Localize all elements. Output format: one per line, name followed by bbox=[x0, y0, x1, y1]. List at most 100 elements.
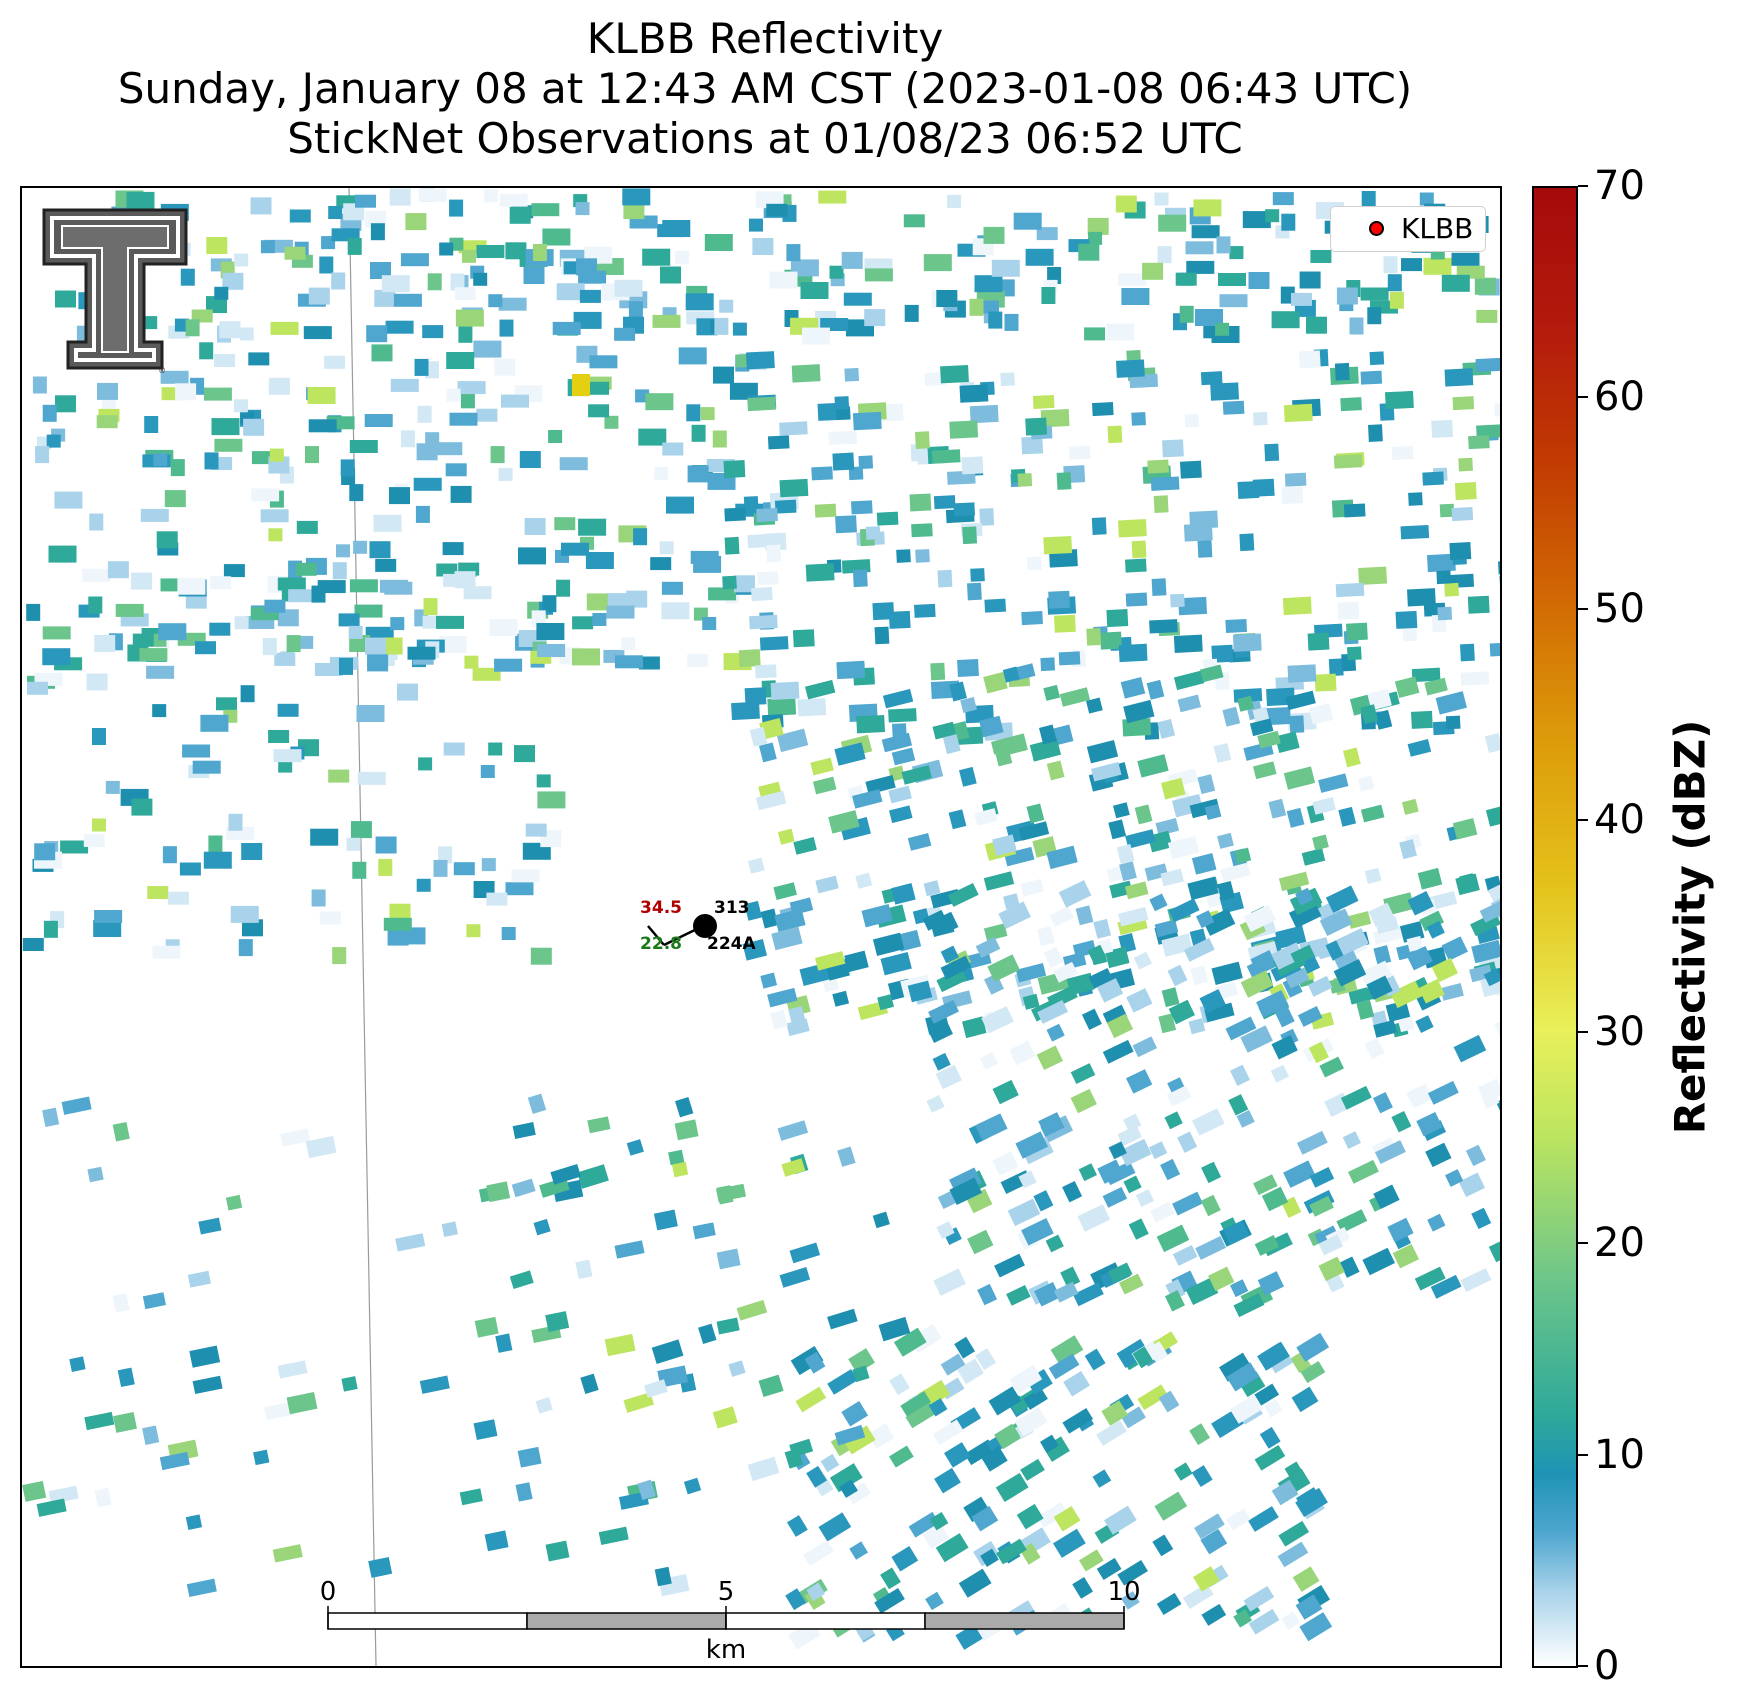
reflectivity-cell bbox=[1119, 1138, 1152, 1167]
reflectivity-cell bbox=[1172, 1245, 1198, 1266]
reflectivity-cell bbox=[209, 622, 231, 636]
reflectivity-cell bbox=[1156, 1592, 1182, 1615]
reflectivity-cell bbox=[1275, 925, 1307, 949]
reflectivity-cell bbox=[443, 742, 465, 756]
reflectivity-cell bbox=[1479, 898, 1500, 923]
reflectivity-cell bbox=[979, 715, 1004, 738]
reflectivity-cell bbox=[164, 490, 186, 508]
reflectivity-cell bbox=[1213, 743, 1232, 763]
reflectivity-cell bbox=[962, 526, 978, 545]
reflectivity-cell bbox=[842, 1425, 876, 1455]
reflectivity-cell bbox=[1236, 1110, 1255, 1128]
reflectivity-cell bbox=[153, 453, 168, 467]
reflectivity-cell bbox=[980, 1446, 1008, 1472]
reflectivity-cell bbox=[1451, 507, 1474, 522]
reflectivity-cell bbox=[1347, 1159, 1379, 1184]
reflectivity-cell bbox=[486, 892, 508, 906]
reflectivity-cell bbox=[1200, 664, 1224, 683]
reflectivity-cell bbox=[1395, 610, 1418, 629]
reflectivity-cell bbox=[651, 1339, 684, 1364]
reflectivity-cell bbox=[195, 641, 216, 655]
reflectivity-cell bbox=[1454, 482, 1477, 501]
reflectivity-cell bbox=[929, 1511, 949, 1531]
reflectivity-cell bbox=[42, 648, 71, 666]
reflectivity-cell bbox=[198, 1217, 222, 1235]
reflectivity-cell bbox=[1210, 382, 1240, 401]
reflectivity-cell bbox=[1240, 1025, 1273, 1053]
reflectivity-cell bbox=[1007, 1198, 1041, 1227]
sticknet-station[interactable]: 34.5 313 22.8 224A bbox=[640, 898, 756, 954]
reflectivity-cell bbox=[1056, 472, 1072, 490]
reflectivity-cell bbox=[1465, 1144, 1486, 1167]
reflectivity-cell bbox=[1106, 609, 1129, 628]
reflectivity-cell bbox=[1248, 272, 1270, 289]
reflectivity-cell bbox=[577, 1164, 609, 1189]
reflectivity-cell bbox=[160, 578, 182, 592]
reflectivity-cell bbox=[1368, 424, 1383, 442]
reflectivity-cell bbox=[84, 1411, 115, 1431]
reflectivity-cell bbox=[1277, 1541, 1309, 1568]
reflectivity-cell bbox=[1081, 1008, 1102, 1031]
reflectivity-cell bbox=[480, 765, 495, 778]
reflectivity-cell bbox=[174, 318, 189, 332]
reflectivity-cell bbox=[203, 387, 232, 401]
reflectivity-cell bbox=[1484, 733, 1500, 753]
reflectivity-cell bbox=[693, 555, 722, 573]
reflectivity-cell bbox=[777, 828, 795, 845]
reflectivity-cell bbox=[1271, 1035, 1298, 1060]
reflectivity-cell bbox=[1271, 1479, 1299, 1506]
reflectivity-cell bbox=[947, 470, 976, 485]
reflectivity-cell bbox=[1287, 664, 1317, 683]
reflectivity-cell bbox=[1328, 658, 1344, 677]
reflectivity-cell bbox=[273, 749, 302, 763]
reflectivity-cell bbox=[749, 614, 778, 630]
reflectivity-cell bbox=[464, 655, 479, 669]
reflectivity-cell bbox=[1200, 371, 1223, 386]
reflectivity-cell bbox=[714, 317, 729, 335]
reflectivity-cell bbox=[922, 909, 948, 931]
radar-map[interactable]: 0 5 10 km 34.5 313 22.8 224A ® KLBB bbox=[20, 186, 1502, 1668]
reflectivity-cell bbox=[1368, 902, 1395, 928]
reflectivity-cell bbox=[936, 1221, 955, 1240]
reflectivity-cell bbox=[1173, 670, 1205, 691]
reflectivity-cell bbox=[1015, 962, 1047, 983]
reflectivity-cell bbox=[575, 202, 590, 216]
reflectivity-cell bbox=[349, 484, 364, 502]
reflectivity-cell bbox=[1427, 1080, 1459, 1105]
reflectivity-cell bbox=[488, 294, 503, 308]
reflectivity-cell bbox=[1246, 954, 1278, 979]
reflectivity-cell bbox=[752, 238, 774, 255]
reflectivity-cell bbox=[1253, 1174, 1278, 1196]
reflectivity-cell bbox=[1053, 961, 1078, 983]
reflectivity-cell bbox=[874, 626, 890, 645]
reflectivity-cell bbox=[354, 604, 383, 618]
reflectivity-cell bbox=[615, 655, 643, 669]
reflectivity-cell bbox=[820, 1453, 840, 1473]
reflectivity-cell bbox=[1238, 1371, 1266, 1398]
reflectivity-cell bbox=[1189, 1423, 1211, 1446]
reflectivity-cell bbox=[488, 742, 503, 756]
reflectivity-cell bbox=[405, 213, 427, 231]
reflectivity-cell bbox=[1237, 480, 1260, 499]
reflectivity-cell bbox=[1189, 798, 1220, 819]
reflectivity-cell bbox=[818, 1512, 852, 1542]
reflectivity-cell bbox=[1286, 807, 1305, 828]
reflectivity-cell bbox=[442, 542, 464, 556]
reflectivity-cell bbox=[722, 575, 737, 590]
reflectivity-cell bbox=[1125, 592, 1148, 607]
reflectivity-cell bbox=[1230, 1279, 1249, 1298]
reflectivity-cell bbox=[1296, 1130, 1328, 1155]
reflectivity-cell bbox=[1088, 967, 1114, 989]
reflectivity-cell bbox=[1257, 730, 1281, 749]
reflectivity-cell bbox=[855, 872, 873, 889]
reflectivity-cell bbox=[1149, 1141, 1168, 1160]
reflectivity-cell bbox=[1179, 305, 1194, 323]
reflectivity-cell bbox=[1091, 761, 1122, 782]
reflectivity-cell bbox=[888, 805, 913, 824]
reflectivity-cell bbox=[893, 1327, 927, 1357]
reflectivity-cell bbox=[767, 697, 797, 716]
reflectivity-cell bbox=[832, 452, 855, 471]
reflectivity-cell bbox=[490, 446, 505, 464]
reflectivity-cell bbox=[907, 980, 933, 1003]
reflectivity-cell bbox=[381, 637, 403, 655]
